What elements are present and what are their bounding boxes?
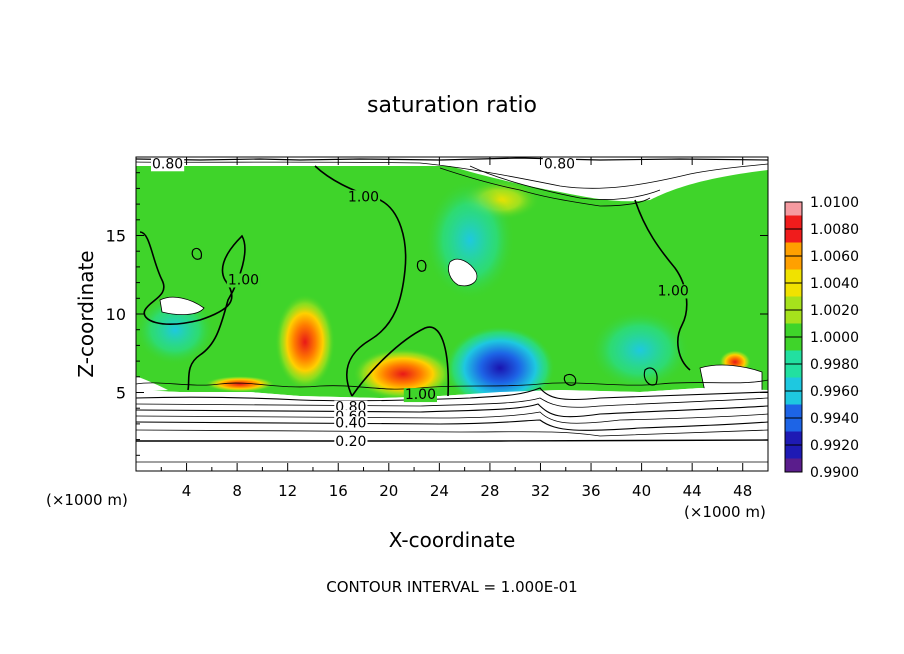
contour-0-20	[136, 439, 768, 442]
colorbar-label: 1.0040	[810, 276, 859, 292]
contour-label: 1.00	[228, 272, 259, 288]
white-island-2	[159, 296, 205, 316]
colorbar-label: 0.9980	[810, 357, 859, 373]
y-tick-label: 15	[106, 227, 126, 246]
contour-label-bg	[346, 190, 381, 205]
white-left-edge	[136, 376, 168, 392]
colorbar-label: 1.0100	[810, 195, 859, 211]
colorbar-label: 1.0000	[810, 330, 859, 346]
contour-labels: 0.800.801.001.001.001.000.800.600.400.20	[151, 156, 690, 450]
contour-label: 1.00	[658, 283, 689, 299]
contour-top-band-a	[136, 161, 768, 189]
contour-label: 1.00	[348, 189, 379, 205]
y-axis-label: Z-coordinate	[74, 250, 98, 377]
contour-small-1	[416, 259, 427, 272]
contour-top-band-c	[439, 167, 651, 207]
x-axis-label: X-coordinate	[389, 528, 516, 552]
colorbar-label: 0.9960	[810, 384, 859, 400]
y-axis: 5 10 15	[106, 172, 768, 456]
y-tick-label: 10	[106, 305, 126, 324]
contour-label-bg	[151, 157, 185, 172]
field-blue-core	[445, 326, 555, 410]
x-unit-right: (×1000 m)	[684, 503, 766, 521]
contour-label-bg	[403, 388, 437, 403]
contour-0-50	[136, 411, 768, 424]
contour-1-00-left	[139, 231, 246, 391]
contour-1-00-center	[351, 326, 450, 397]
contour-0-60	[136, 403, 768, 418]
contour-small-2	[191, 247, 202, 260]
white-island-3	[699, 364, 763, 393]
colorbar-label: 0.9920	[810, 438, 859, 454]
contour-top-band-b	[469, 165, 661, 200]
contour-label: 0.20	[335, 434, 366, 450]
contour-0-30	[136, 429, 768, 437]
y-tick-label: 5	[116, 384, 126, 403]
contour-label: 0.80	[544, 156, 575, 172]
white-island-1	[448, 258, 478, 287]
contour-0-40	[136, 419, 768, 431]
colorbar-swatch	[785, 458, 802, 472]
field-cyan-right	[590, 310, 690, 390]
colorbar-label: 1.0020	[810, 303, 859, 319]
x-unit-left: (×1000 m)	[46, 491, 128, 509]
x-tick-label: 28	[480, 482, 499, 500]
white-top-region	[450, 157, 768, 202]
contour-label-bg	[334, 435, 368, 450]
chart-title: saturation ratio	[367, 93, 537, 118]
contour-0-80-lower	[136, 387, 768, 402]
white-lower-region	[136, 388, 768, 471]
x-tick-label: 40	[632, 482, 651, 500]
contour-top-0-80	[136, 157, 768, 161]
colorbar-label: 0.9940	[810, 411, 859, 427]
colorbar: 0.9900 0.9920 0.9940 0.9960 0.9980 1.0000 1.00…	[784, 195, 859, 481]
x-tick-label: 16	[329, 482, 348, 500]
contour-0-70	[136, 397, 768, 408]
colorbar-label: 1.0080	[810, 222, 859, 238]
contour-surface-ripples	[136, 379, 768, 390]
x-tick-label: 32	[531, 482, 550, 500]
colorbar-label: 1.0060	[810, 249, 859, 265]
x-tick-label: 24	[430, 482, 449, 500]
contour-label-bg	[226, 273, 261, 288]
x-tick-label: 8	[232, 482, 242, 500]
field-cyan-upper	[425, 180, 515, 300]
x-tick-label: 4	[182, 482, 192, 500]
colorbar-swatch	[785, 202, 802, 216]
field-red-core-center	[353, 348, 453, 400]
plot-area: 0.800.801.001.001.001.000.800.600.400.20	[136, 156, 768, 471]
x-axis: 4 8 12 16 20 24 28 32 36 40 44 48	[160, 157, 752, 500]
contour-label-bg	[656, 284, 690, 299]
x-tick-label: 20	[379, 482, 398, 500]
x-tick-label: 44	[683, 482, 702, 500]
x-tick-label: 12	[278, 482, 297, 500]
field-red-core-left	[275, 294, 335, 390]
x-tick-label: 48	[733, 482, 752, 500]
contour-label: 0.80	[152, 156, 183, 172]
x-tick-label: 36	[581, 482, 600, 500]
contour-label-bg	[334, 416, 368, 431]
contour-small-3	[563, 373, 577, 386]
contour-label: 1.00	[405, 387, 436, 403]
contour-label: 0.40	[335, 415, 366, 431]
footer-contour-interval: CONTOUR INTERVAL = 1.000E-01	[326, 578, 577, 596]
contour-label-bg	[542, 157, 577, 172]
colorbar-label: 0.9900	[810, 465, 859, 481]
field-orange-strip	[205, 376, 275, 392]
